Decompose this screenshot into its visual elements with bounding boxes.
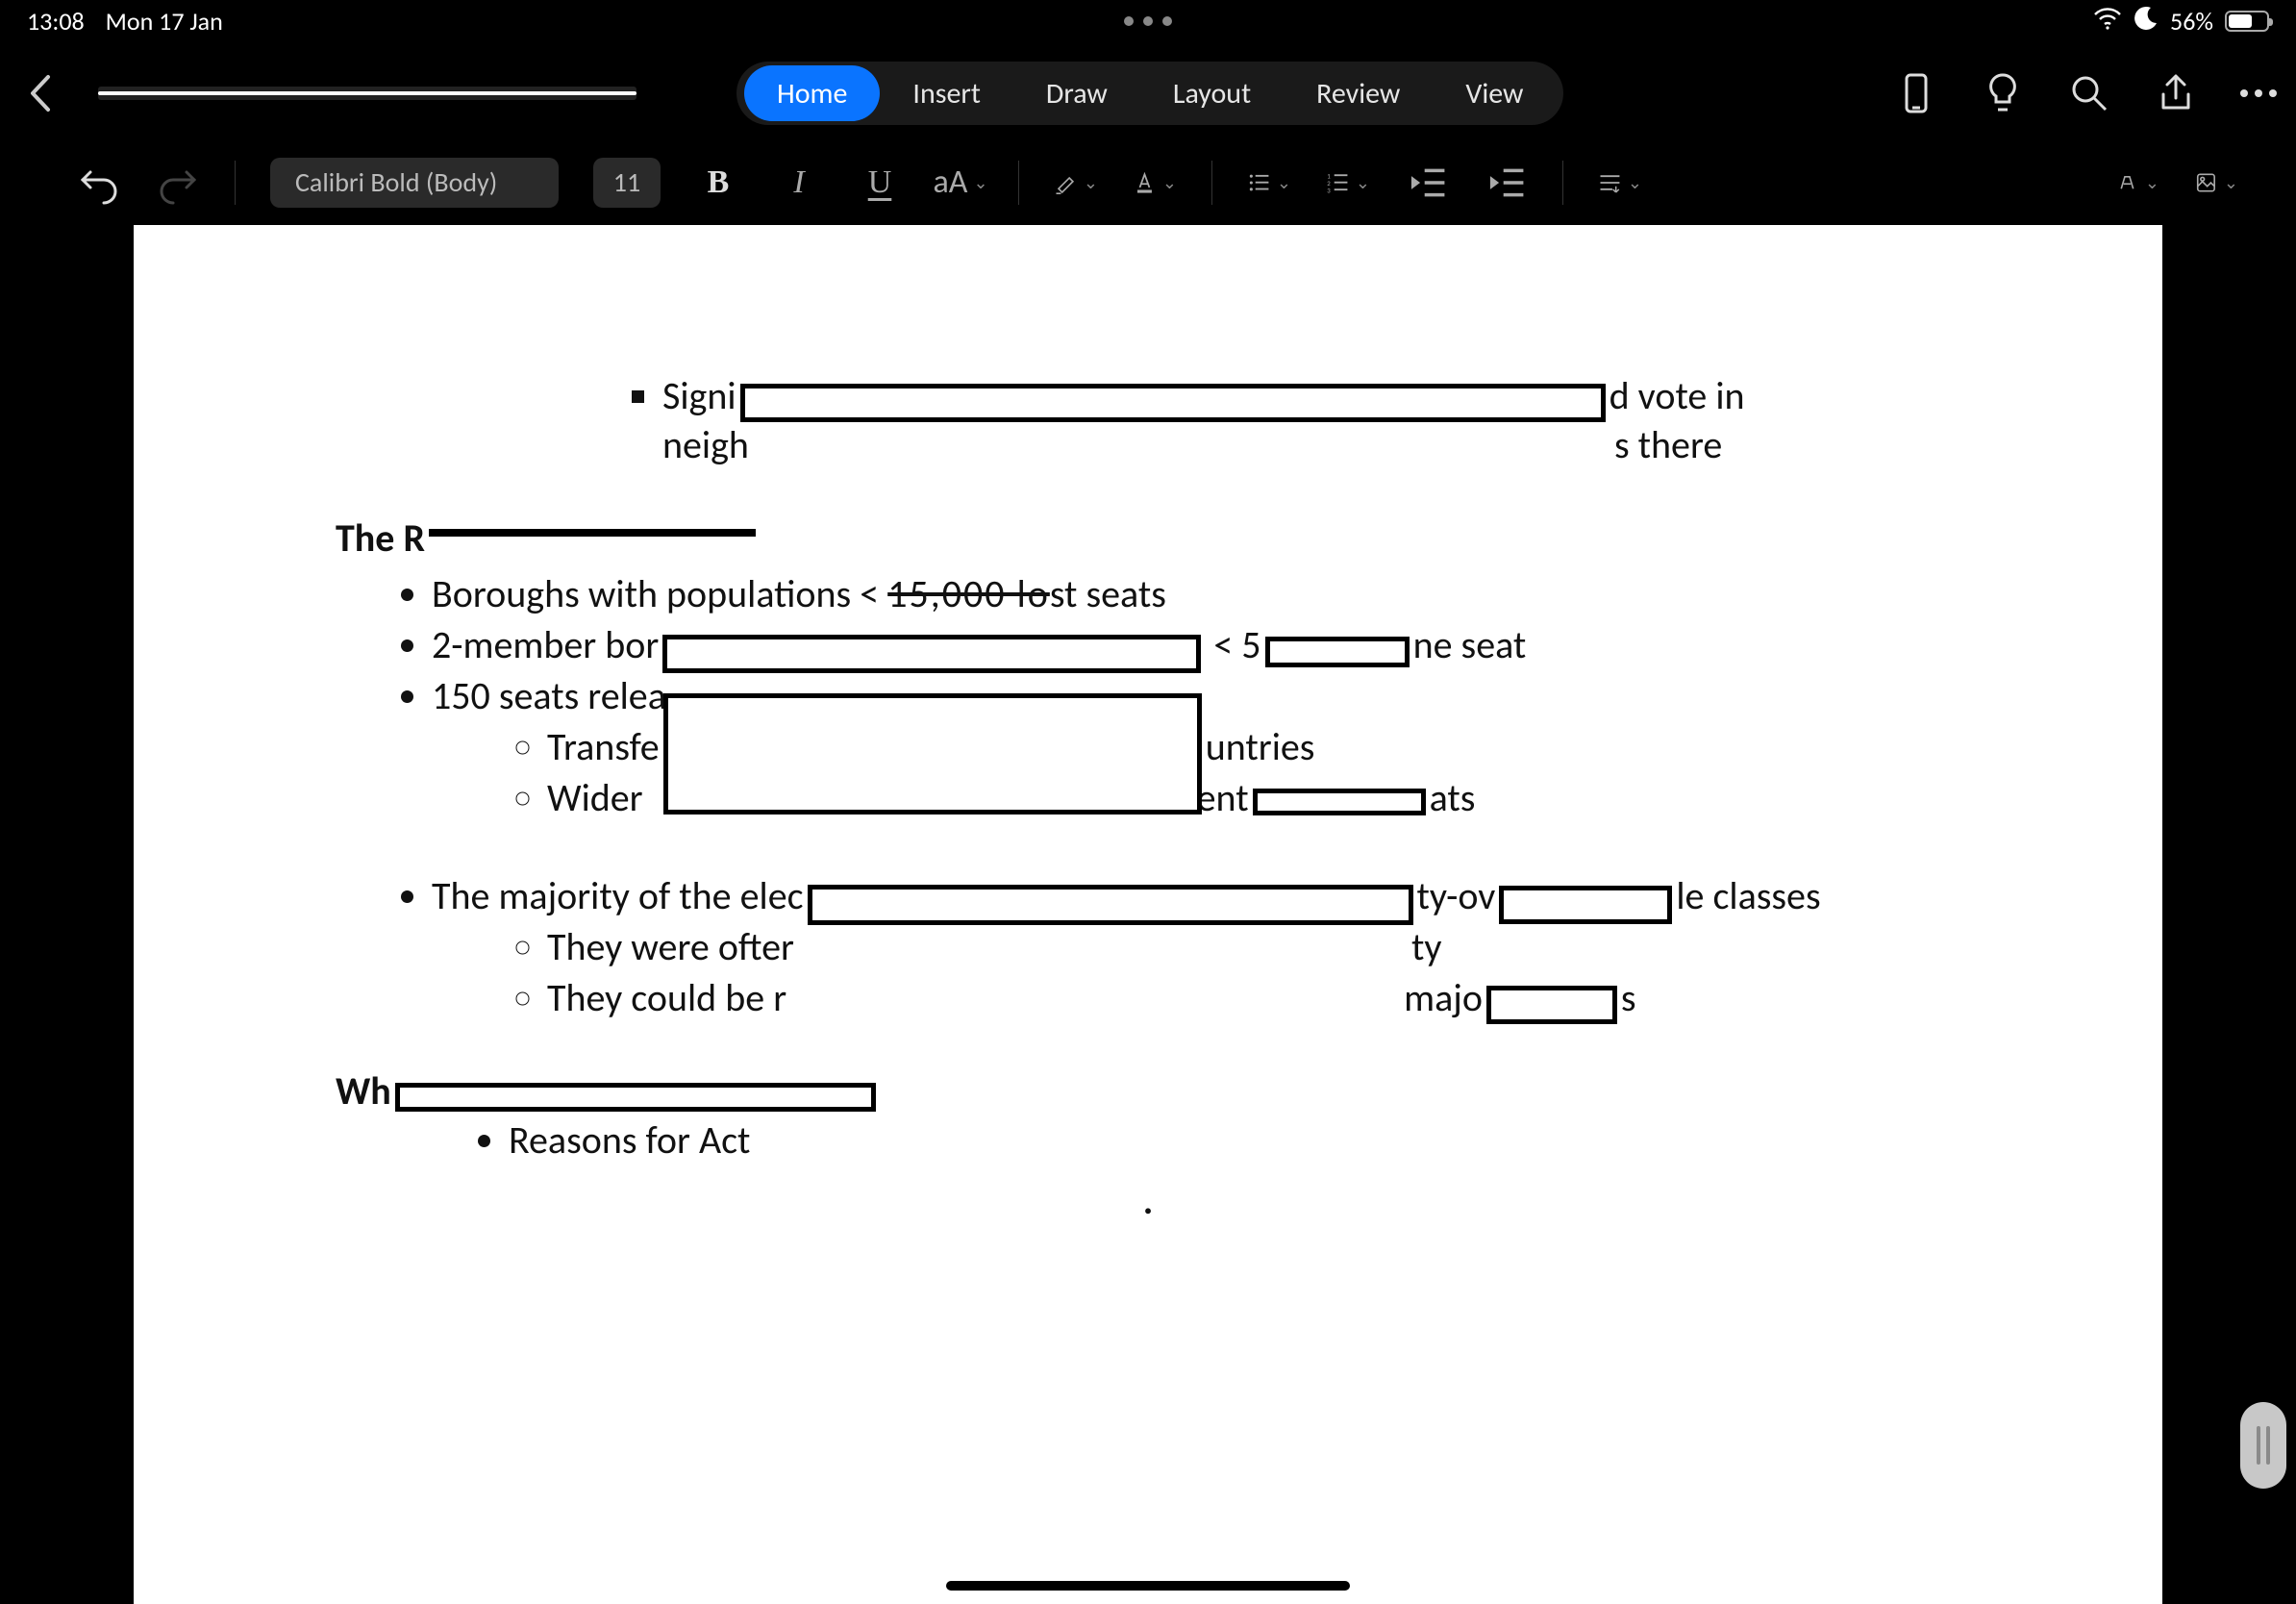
title-slider[interactable] (98, 87, 636, 100)
appbar-top: Home Insert Draw Layout Review View (0, 42, 2296, 144)
status-bar: 13:08 Mon 17 Jan 56% (0, 0, 2296, 42)
text: Wh (336, 1067, 391, 1115)
italic-button[interactable]: I (776, 160, 822, 206)
tab-draw[interactable]: Draw (1013, 65, 1140, 121)
bold-button[interactable]: B (695, 160, 741, 206)
text: 150 seats relea (432, 672, 666, 719)
text: ne seat (1413, 621, 1527, 668)
font-name-dropdown[interactable]: Calibri Bold (Body) (270, 158, 559, 208)
ribbon-tabs: Home Insert Draw Layout Review View (736, 62, 1563, 125)
svg-text:3: 3 (1327, 186, 1331, 194)
document-page[interactable]: Signi d vote in neigh s there The R Boroug… (134, 225, 2162, 1604)
home-indicator[interactable] (946, 1581, 1350, 1591)
text: The majority of the elec (432, 872, 804, 919)
scroll-handle[interactable] (2240, 1402, 2286, 1489)
text: Wider (547, 774, 643, 821)
text: They could be r (547, 974, 786, 1021)
tab-home[interactable]: Home (744, 65, 880, 121)
document-viewport[interactable]: Signi d vote in neigh s there The R Boroug… (0, 225, 2296, 1604)
font-size-dropdown[interactable]: 11 (593, 158, 661, 208)
tab-layout[interactable]: Layout (1140, 65, 1284, 121)
list-item[interactable]: Boroughs with populations < 15,000 lost … (432, 569, 1960, 618)
text: They were ofter (547, 923, 794, 970)
document-body[interactable]: Signi d vote in neigh s there The R Boroug… (336, 371, 1960, 1203)
heading[interactable]: The R (336, 514, 1960, 563)
battery-pct: 56% (2170, 6, 2213, 37)
text: majo (1404, 974, 1483, 1021)
list-item[interactable]: Signi d vote in neigh s there (662, 371, 1960, 469)
bullets-button[interactable]: ⌄ (1247, 161, 1291, 205)
text: Transfe (547, 723, 660, 770)
tab-view[interactable]: View (1433, 65, 1556, 121)
multitask-dots[interactable] (1124, 16, 1172, 26)
indent-increase-button[interactable] (1484, 161, 1528, 205)
underline-button[interactable]: U (857, 160, 903, 206)
heading[interactable]: Wh (336, 1066, 1960, 1115)
list-item[interactable]: Transfe untries (547, 722, 1960, 771)
redo-button[interactable] (156, 161, 200, 205)
highlight-button[interactable]: ⌄ (1054, 161, 1098, 205)
status-time: 13:08 (27, 6, 85, 37)
list-item[interactable]: 2-member bor < 5 ne seat (432, 620, 1960, 669)
text-effects-button[interactable]: aA⌄ (937, 160, 984, 206)
paragraph-button[interactable]: ⌄ (1598, 161, 1642, 205)
text: Boroughs with populations < (432, 570, 879, 617)
styles-button[interactable]: ⌄ (2115, 161, 2159, 205)
text: le classes (1676, 872, 1820, 919)
status-date: Mon 17 Jan (106, 6, 223, 37)
list-item[interactable]: Reasons for Act (509, 1115, 1960, 1165)
undo-button[interactable] (77, 161, 121, 205)
text: The R (336, 514, 425, 562)
text: < 5 (1213, 621, 1260, 668)
back-button[interactable] (19, 71, 63, 115)
wifi-icon (2093, 6, 2122, 37)
mobile-view-icon[interactable] (1894, 71, 1938, 115)
numbering-button[interactable]: 123⌄ (1326, 161, 1370, 205)
search-icon[interactable] (2067, 71, 2111, 115)
text: neigh (662, 421, 749, 468)
list-item[interactable]: They were ofter ty (547, 922, 1960, 971)
battery-icon (2225, 11, 2269, 32)
list-item[interactable]: 150 seats relea Transfe untries Wider ent a… (432, 671, 1960, 823)
text: untries (1206, 723, 1315, 770)
lightbulb-icon[interactable] (1981, 71, 2025, 115)
list-item[interactable]: They could be r majo s (547, 973, 1960, 1022)
text-cursor: . (336, 1193, 1960, 1203)
format-toolbar: Calibri Bold (Body) 11 B I U aA⌄ ⌄ ⌄ ⌄ 1… (0, 144, 2296, 221)
text: Signi (662, 372, 736, 419)
moon-icon (2134, 6, 2159, 38)
text: ty-ov (1417, 872, 1496, 919)
text: ats (1430, 774, 1476, 821)
tab-insert[interactable]: Insert (880, 65, 1013, 121)
text: Reasons for Act (509, 1116, 750, 1164)
tab-review[interactable]: Review (1284, 65, 1433, 121)
insert-button[interactable]: ⌄ (2194, 161, 2238, 205)
font-color-button[interactable]: ⌄ (1133, 161, 1177, 205)
text: 2-member bor (432, 621, 659, 668)
text: s (1621, 974, 1636, 1021)
text: ent (1197, 774, 1249, 821)
share-icon[interactable] (2154, 71, 2198, 115)
more-menu[interactable] (2240, 89, 2277, 97)
indent-decrease-button[interactable] (1405, 161, 1449, 205)
text: ty (1411, 923, 1442, 970)
text: s there (1614, 421, 1722, 468)
text: d vote in (1610, 372, 1745, 419)
text: st seats (1050, 570, 1166, 617)
list-item[interactable]: The majority of the electy-ovle classes … (432, 871, 1960, 1023)
